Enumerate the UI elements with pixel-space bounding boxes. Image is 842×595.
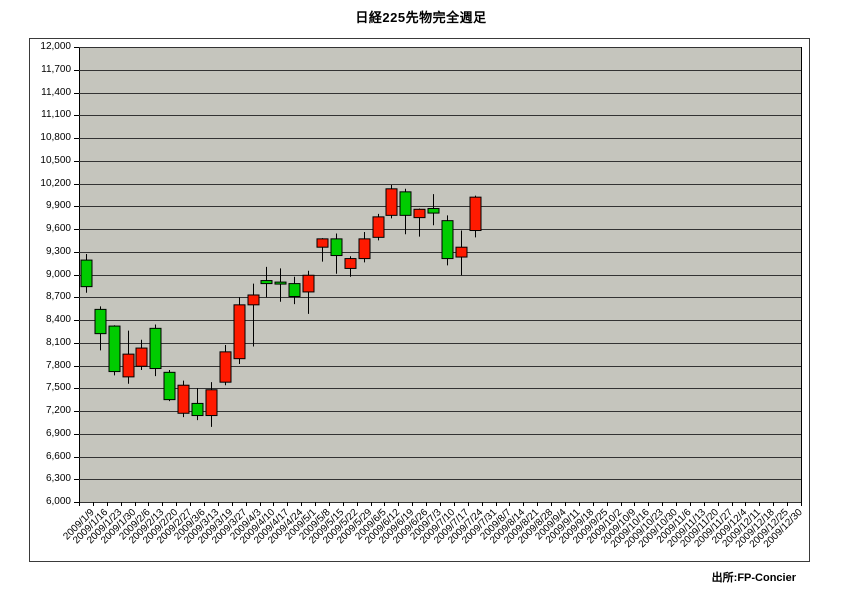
y-tick-label: 9,300: [45, 245, 71, 257]
candle-body-2009/7/24: [469, 196, 482, 232]
candle-body-2009/7/17: [455, 246, 468, 258]
candle-body-2009/6/12: [385, 188, 398, 216]
y-tick-label: 6,900: [45, 427, 71, 439]
y-tick-label: 7,200: [45, 405, 71, 416]
y-tick-label: 6,000: [45, 496, 71, 507]
y-tick-label: 9,600: [45, 223, 71, 234]
candle-body-2009/7/10: [441, 220, 454, 260]
y-tick-label: 6,300: [45, 473, 71, 485]
y-tick-label: 11,100: [41, 109, 71, 121]
candle-body-2009/5/29: [358, 238, 371, 260]
candle-body-2009/2/13: [149, 327, 162, 370]
y-tick-label: 7,500: [45, 382, 71, 394]
candle-body-2009/5/8: [316, 238, 329, 248]
chart-title: 日経225先物完全週足: [355, 10, 487, 25]
y-tick-label: 9,000: [45, 268, 71, 280]
candle-body-2009/2/6: [135, 347, 148, 367]
y-tick-label: 10,200: [40, 177, 71, 189]
candle-body-2009/7/3: [427, 208, 440, 214]
candle-body-2009/4/3: [247, 294, 260, 306]
candle-body-2009/4/10: [260, 280, 273, 285]
candle-body-2009/3/27: [233, 304, 246, 360]
candle-body-2009/6/5: [372, 216, 385, 238]
candle-body-2009/4/17: [274, 281, 287, 285]
y-tick-label: 11,400: [41, 86, 71, 98]
y-tick-label: 8,700: [45, 291, 71, 303]
candle-body-2009/6/19: [399, 191, 412, 216]
y-tick-label: 11,700: [41, 63, 71, 75]
candle-body-2009/2/20: [163, 371, 176, 401]
candle-body-2009/3/19: [219, 351, 232, 383]
candle-body-2009/1/30: [122, 353, 135, 378]
candle-body-2009/4/24: [288, 283, 301, 297]
y-tick-label: 10,800: [40, 132, 71, 143]
chart-frame: [29, 38, 810, 562]
y-tick-label: 10,500: [40, 154, 71, 166]
candle-body-2009/1/23: [108, 325, 121, 373]
candle-body-2009/5/22: [344, 258, 357, 269]
x-tick-label: 2009/12/30: [597, 507, 805, 550]
candle-body-2009/6/26: [413, 208, 426, 219]
y-tick-label: 12,000: [40, 41, 71, 52]
candle-body-2009/1/9: [80, 259, 93, 288]
candle-body-2009/2/27: [177, 384, 190, 414]
y-tick-label: 6,600: [45, 450, 71, 462]
y-tick-label: 8,100: [45, 336, 71, 348]
y-tick-label: 8,400: [45, 314, 71, 325]
candle-body-2009/3/6: [191, 402, 204, 417]
source-label: 出所:FP-Concier: [711, 572, 796, 584]
candle-body-2009/3/13: [205, 389, 218, 417]
candle-body-2009/5/1: [302, 274, 315, 293]
y-tick-label: 9,900: [45, 200, 71, 212]
candle-body-2009/1/16: [94, 308, 107, 335]
candle-body-2009/5/15: [330, 238, 343, 257]
y-tick-label: 7,800: [45, 359, 71, 371]
